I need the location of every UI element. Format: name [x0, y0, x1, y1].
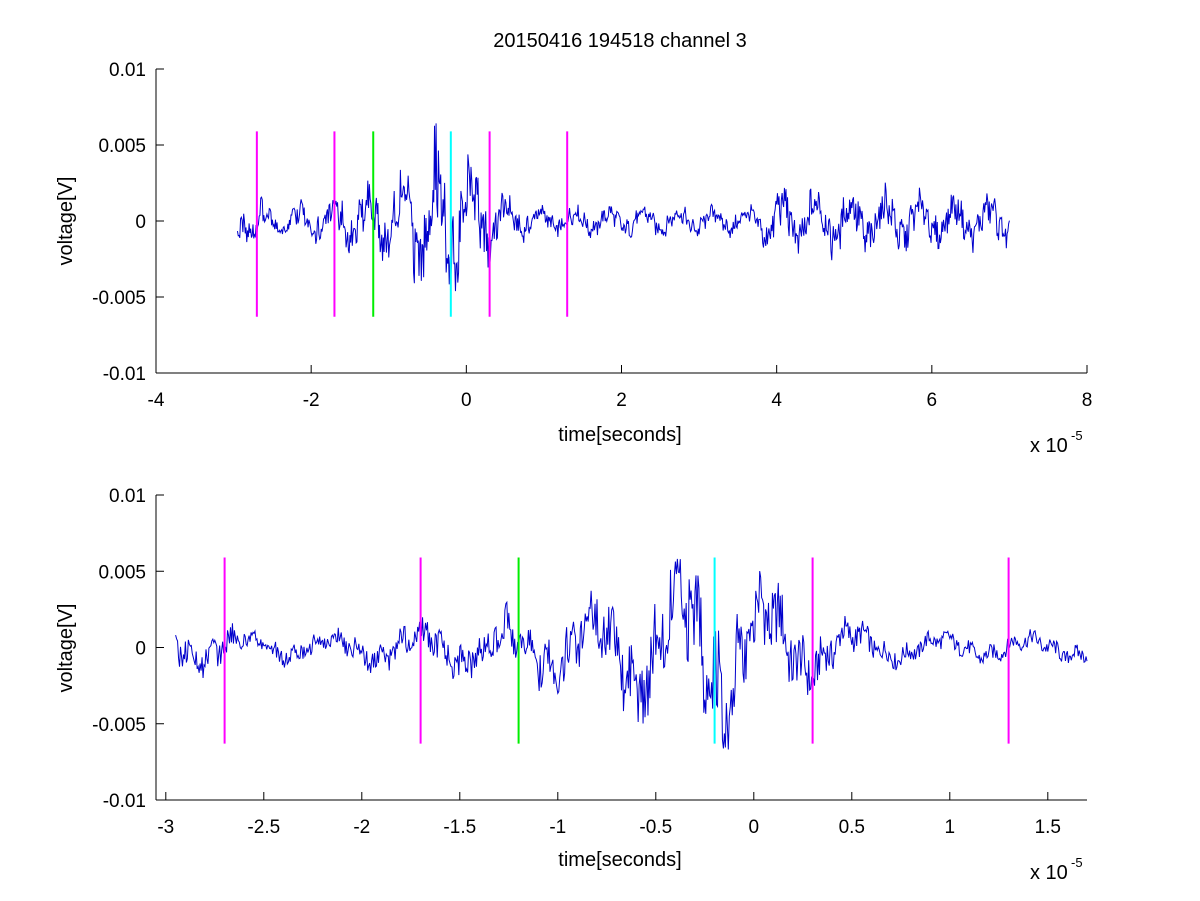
top-y-tick-label: 0.005: [98, 136, 146, 157]
bottom-x-tick-label: 0.5: [839, 817, 865, 838]
top-y-tick-label: 0.01: [109, 60, 146, 81]
bottom-x-tick-label: 1.5: [1035, 817, 1061, 838]
bottom-x-exponent-power: -5: [1071, 855, 1083, 870]
top-x-tick-label: -2: [303, 390, 320, 411]
bottom-x-axis-label: time[seconds]: [558, 849, 681, 871]
top-x-exponent: x 10: [1030, 435, 1068, 457]
top-y-tick-label: 0: [135, 212, 146, 233]
bottom-ticks-group: -3 -2.5 -2 -1.5 -1 -0.5 0 0.5 1 1.5 -0.01 -0.005 0 0.…: [92, 486, 1061, 838]
bottom-panel: -3 -2.5 -2 -1.5 -1 -0.5 0 0.5 1 1.5 -0.01 -0.005 0 0.…: [55, 486, 1088, 884]
top-y-tick-label: -0.01: [103, 364, 146, 385]
chart-title: 20150416 194518 channel 3: [493, 30, 747, 52]
top-x-tick-label: -4: [148, 390, 165, 411]
bottom-y-axis-label: voltage[V]: [55, 604, 77, 693]
top-x-tick-label: 2: [616, 390, 627, 411]
bottom-y-tick-label: -0.01: [103, 791, 146, 812]
top-y-tick-label: -0.005: [92, 288, 146, 309]
top-signal-line: [236, 123, 1010, 292]
bottom-x-tick-label: -2: [353, 817, 370, 838]
top-panel: -4 -2 0 2 4 6 8 -0.01 -0.005 0 0.005 0.01 time[seco…: [55, 60, 1092, 457]
bottom-x-tick-label: 1: [945, 817, 956, 838]
top-x-tick-label: 8: [1082, 390, 1093, 411]
bottom-x-tick-label: -1.5: [443, 817, 476, 838]
bottom-y-tick-label: -0.005: [92, 715, 146, 736]
top-marker-group: [255, 131, 569, 317]
bottom-x-exponent-base: x 10: [1030, 862, 1068, 884]
bottom-x-tick-label: -0.5: [639, 817, 672, 838]
bottom-x-tick-label: 0: [749, 817, 760, 838]
top-x-tick-label: 0: [461, 390, 472, 411]
top-x-exponent-power: -5: [1071, 428, 1083, 443]
bottom-y-tick-label: 0: [135, 639, 146, 660]
bottom-signal-line: [175, 558, 1088, 750]
top-x-tick-label: 6: [927, 390, 938, 411]
top-x-exponent-base: x 10: [1030, 435, 1068, 457]
bottom-y-tick-label: 0.01: [109, 486, 146, 507]
bottom-y-tick-label: 0.005: [98, 562, 146, 583]
top-signal-group: [236, 123, 1010, 292]
bottom-signal-group: [175, 558, 1088, 750]
bottom-x-tick-label: -1: [549, 817, 566, 838]
bottom-x-tick-label: -2.5: [247, 817, 280, 838]
bottom-x-exponent: x 10: [1030, 862, 1068, 884]
top-y-axis-label: voltage[V]: [55, 177, 77, 266]
bottom-marker-group: [223, 557, 1010, 744]
bottom-x-tick-label: -3: [157, 817, 174, 838]
top-x-axis-label: time[seconds]: [558, 424, 681, 446]
top-ticks-group: -4 -2 0 2 4 6 8 -0.01 -0.005 0 0.005 0.01: [92, 60, 1092, 411]
top-x-tick-label: 4: [771, 390, 782, 411]
